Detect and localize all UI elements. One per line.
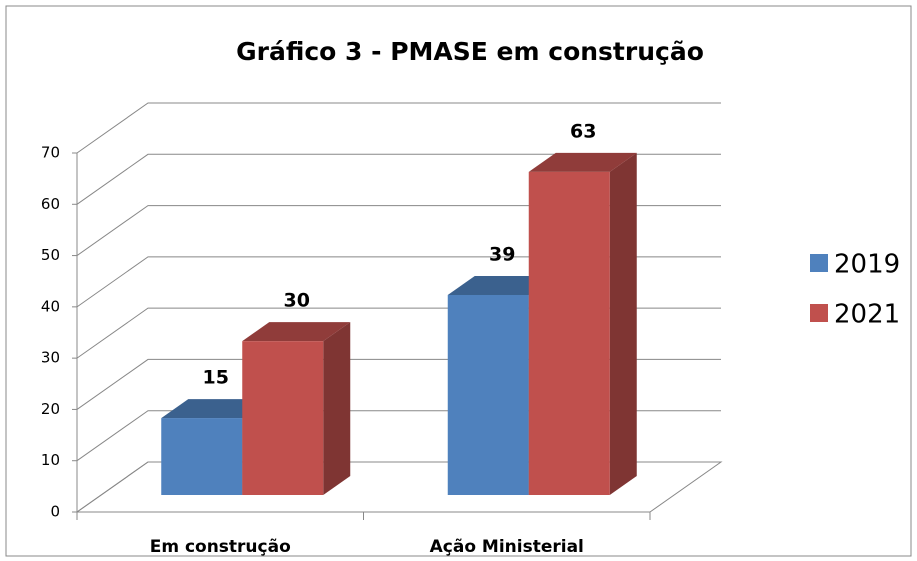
- y-tick-label: 40: [41, 297, 60, 315]
- y-tick-label: 20: [41, 400, 60, 418]
- bar: [528, 171, 610, 495]
- bar: [447, 294, 529, 495]
- y-tick-label: 50: [41, 246, 60, 264]
- legend-swatch: [810, 254, 828, 272]
- grid-line: [76, 153, 721, 205]
- y-tick-label: 30: [41, 349, 60, 367]
- bar-top: [242, 322, 351, 342]
- bar-side: [609, 152, 637, 495]
- y-tick-label: 70: [41, 144, 60, 162]
- legend-swatch: [810, 304, 828, 322]
- y-tick-label: 0: [50, 503, 60, 521]
- y-tick-label: 10: [41, 451, 60, 469]
- value-label: 39: [489, 243, 515, 265]
- y-tick-label: 60: [41, 195, 60, 213]
- value-label: 15: [203, 367, 229, 389]
- bar: [242, 341, 324, 495]
- bar: [161, 418, 243, 495]
- legend-label: 2019: [834, 250, 900, 280]
- legend-label: 2021: [834, 300, 900, 330]
- bar-top: [528, 152, 637, 172]
- bar-side: [323, 322, 351, 495]
- value-label: 63: [570, 120, 596, 142]
- grid-line: [76, 102, 721, 154]
- chart-title: Gráfico 3 - PMASE em construção: [236, 37, 704, 66]
- x-tick-label: Em construção: [150, 537, 291, 557]
- x-tick-label: Ação Ministerial: [430, 537, 584, 557]
- value-label: 30: [284, 290, 310, 312]
